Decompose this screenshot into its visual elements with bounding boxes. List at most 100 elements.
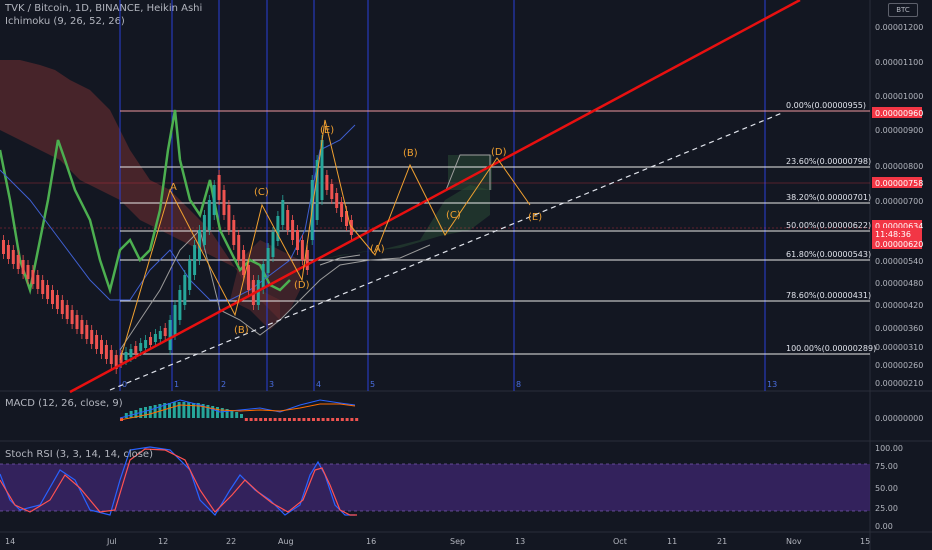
- price-tag: 0.00000620: [875, 240, 923, 249]
- candle: [109, 350, 113, 364]
- macd-bar: [129, 411, 133, 418]
- macd-bar: [220, 408, 224, 418]
- macd-bar: [172, 402, 176, 418]
- elliott-wave-label: (C): [446, 210, 461, 221]
- candle: [41, 280, 45, 294]
- price-tag: 11:48:36: [875, 230, 911, 239]
- price-tick: 0.00000700: [875, 197, 923, 206]
- price-tick: 0.00000800: [875, 162, 923, 171]
- candle: [345, 211, 348, 226]
- candle: [202, 215, 206, 245]
- candle: [198, 230, 201, 260]
- stoch-tick: 75.00: [875, 462, 898, 471]
- macd-bar: [216, 407, 219, 418]
- candle: [237, 235, 241, 260]
- macd-bar: [340, 418, 344, 421]
- time-fib-label: 4: [316, 380, 321, 389]
- ichimoku-cloud-red: [0, 60, 280, 320]
- macd-bar: [302, 418, 306, 421]
- candle: [261, 264, 265, 289]
- candle: [193, 245, 197, 275]
- candle: [60, 300, 64, 314]
- price-tag-bg: [872, 238, 922, 249]
- macd-title[interactable]: MACD (12, 26, close, 9): [5, 398, 123, 409]
- time-tick: 12: [158, 537, 168, 546]
- candle: [158, 331, 162, 339]
- candle: [16, 255, 20, 269]
- time-tick: Oct: [613, 537, 627, 546]
- price-tick: 0.00000420: [875, 301, 923, 310]
- macd-bar: [264, 418, 267, 421]
- macd-bar: [273, 418, 277, 421]
- macd-bar: [283, 418, 287, 421]
- candle: [85, 325, 89, 339]
- time-tick: 16: [366, 537, 376, 546]
- currency-badge[interactable]: BTC: [888, 3, 918, 17]
- macd-bar: [312, 418, 315, 421]
- elliott-wave-label: (E): [528, 212, 542, 223]
- stoch-d-line: [0, 448, 357, 516]
- chart-title: TVK / Bitcoin, 1D, BINANCE, Heikin Ashi: [5, 3, 203, 14]
- candle: [2, 240, 5, 254]
- stoch-tick: 0.00: [875, 522, 893, 531]
- macd-bar: [288, 418, 291, 421]
- macd-bar: [163, 403, 167, 418]
- macd-bar: [355, 418, 359, 421]
- candle: [217, 175, 221, 200]
- candle: [207, 200, 211, 230]
- stoch-rsi-title[interactable]: Stoch RSI (3, 3, 14, 14, close): [5, 449, 153, 460]
- elliott-wave-label: (D): [491, 147, 507, 158]
- price-tag: 0.00000960: [875, 109, 923, 118]
- macd-bar: [201, 404, 205, 418]
- candle: [325, 175, 329, 190]
- macd-bar: [144, 407, 147, 418]
- price-tick: 0.00000260: [875, 361, 923, 370]
- ichimoku-indicator-label[interactable]: Ichimoku (9, 26, 52, 26): [5, 16, 125, 27]
- candle: [296, 230, 299, 250]
- candle: [256, 280, 260, 305]
- macd-bar: [254, 418, 258, 421]
- fib-level-label: 0.00%(0.00000955): [786, 101, 866, 110]
- price-tick: 0.00001100: [875, 58, 923, 67]
- candle: [173, 305, 177, 335]
- macd-bar: [124, 413, 128, 418]
- candle: [222, 190, 226, 215]
- candle: [266, 248, 270, 273]
- stoch-band: [0, 464, 870, 511]
- ichimoku-cloud-green: [320, 185, 490, 260]
- candle: [340, 202, 344, 217]
- macd-bar: [268, 418, 272, 421]
- candle: [291, 220, 295, 240]
- time-fib-label: 8: [516, 380, 521, 389]
- candle: [11, 250, 15, 264]
- time-fib-label: 2: [221, 380, 226, 389]
- macd-bar: [153, 405, 157, 418]
- fib-level-label: 61.80%(0.00000543): [786, 250, 871, 259]
- time-tick: 11: [667, 537, 677, 546]
- price-tag-bg: [872, 228, 922, 239]
- macd-bar: [345, 418, 349, 421]
- ichimoku-green-line: [0, 109, 291, 295]
- elliott-wave-label: (C): [254, 187, 269, 198]
- price-tick: 0.00000210: [875, 379, 923, 388]
- time-fib-label: 0: [122, 380, 127, 389]
- candle: [36, 275, 40, 289]
- macd-bar: [278, 418, 282, 421]
- price-tick: 0.00000540: [875, 257, 923, 266]
- fib-level-label: 50.00%(0.00000622): [786, 221, 871, 230]
- heikin-ashi-candles: [2, 135, 353, 374]
- candle: [75, 315, 79, 329]
- macd-bar: [177, 402, 181, 418]
- stoch-tick: 50.00: [875, 484, 898, 493]
- price-tick: 0.00001200: [875, 23, 923, 32]
- candle: [232, 220, 236, 245]
- time-tick: 13: [515, 537, 525, 546]
- elliott-wave-label: (D): [294, 280, 310, 291]
- macd-bar: [244, 418, 248, 421]
- candle: [21, 260, 25, 274]
- macd-bar: [230, 411, 234, 418]
- price-tag-bg: [872, 107, 922, 118]
- time-tick: Nov: [786, 537, 802, 546]
- candle: [139, 343, 143, 351]
